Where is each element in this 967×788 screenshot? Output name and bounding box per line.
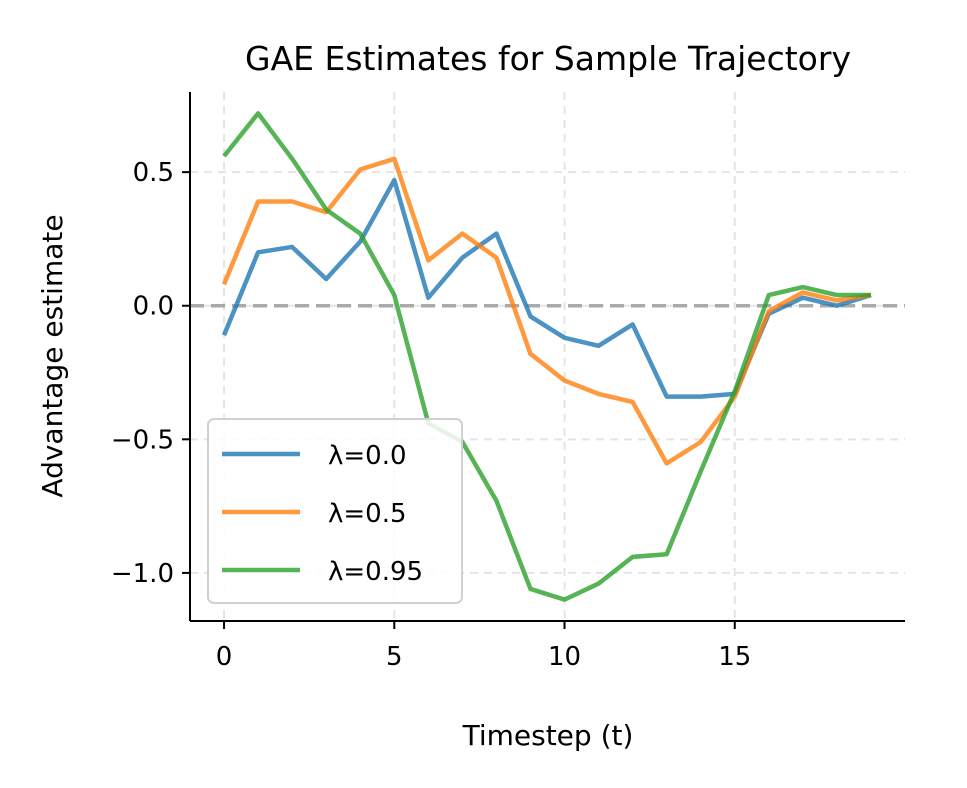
y-tick-label: −0.5 xyxy=(111,425,174,455)
series-lines xyxy=(221,111,872,602)
legend: λ=0.0 λ=0.5 λ=0.95 xyxy=(207,418,463,604)
legend-label: λ=0.0 xyxy=(328,441,407,471)
legend-label: λ=0.95 xyxy=(328,557,423,587)
x-tick-label: 0 xyxy=(216,642,233,672)
chart-title: GAE Estimates for Sample Trajectory xyxy=(245,39,851,78)
x-tick-label: 10 xyxy=(548,642,581,672)
x-tick-label: 15 xyxy=(718,642,751,672)
x-tick-label: 5 xyxy=(386,642,403,672)
series-line xyxy=(221,156,872,466)
y-tick-label: 0.0 xyxy=(133,292,174,322)
y-axis-label: Advantage estimate xyxy=(36,214,69,497)
legend-box xyxy=(207,418,463,604)
axes: 0 5 10 15 0.5 0.0 −0.5 −1.0 xyxy=(111,92,905,672)
y-tick-label: 0.5 xyxy=(133,158,174,188)
series-line xyxy=(222,111,871,602)
x-axis-label: Timestep (t) xyxy=(462,719,634,752)
legend-label: λ=0.5 xyxy=(328,499,407,529)
y-tick-label: −1.0 xyxy=(111,559,174,589)
